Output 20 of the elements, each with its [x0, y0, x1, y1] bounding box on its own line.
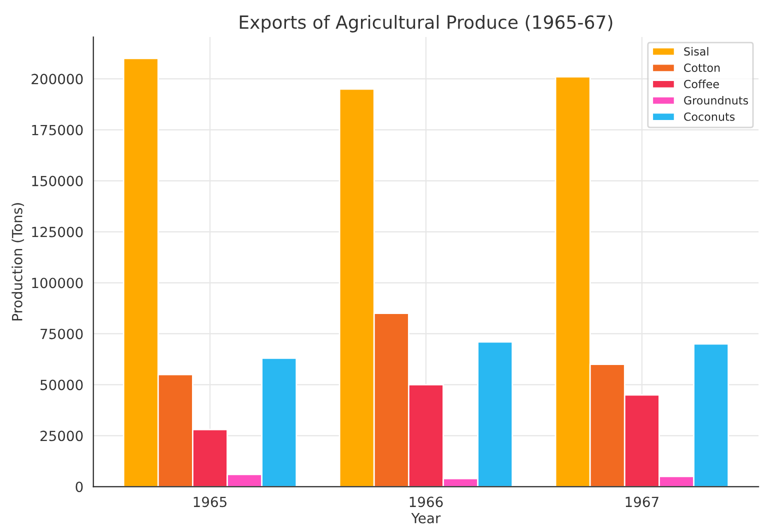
y-axis-title: Production (Tons) [12, 203, 24, 320]
x-tick-label: 1965 [194, 496, 226, 508]
x-tick-label: 1967 [626, 496, 658, 508]
y-tick-label: 0 [76, 482, 83, 492]
y-tick-label: 25000 [40, 430, 83, 442]
chart-title: Exports of Agricultural Produce (1965-67) [240, 14, 612, 32]
y-tick-label: 200000 [32, 74, 83, 84]
legend-label: Groundnuts [684, 96, 748, 105]
y-tick-label: 175000 [32, 124, 83, 136]
x-tick-label: 1966 [410, 496, 443, 508]
x-axis-title: Year [411, 513, 441, 524]
legend-label: Sisal [684, 47, 708, 56]
y-tick-label: 100000 [32, 278, 83, 288]
y-tick-label: 75000 [40, 328, 83, 340]
y-tick-label: 50000 [40, 380, 83, 390]
legend-label: Cotton [684, 64, 720, 72]
y-tick-label: 150000 [32, 176, 83, 186]
y-tick-label: 125000 [32, 226, 83, 238]
legend-label: Coffee [684, 80, 719, 88]
legend-label: Coconuts [684, 112, 735, 121]
